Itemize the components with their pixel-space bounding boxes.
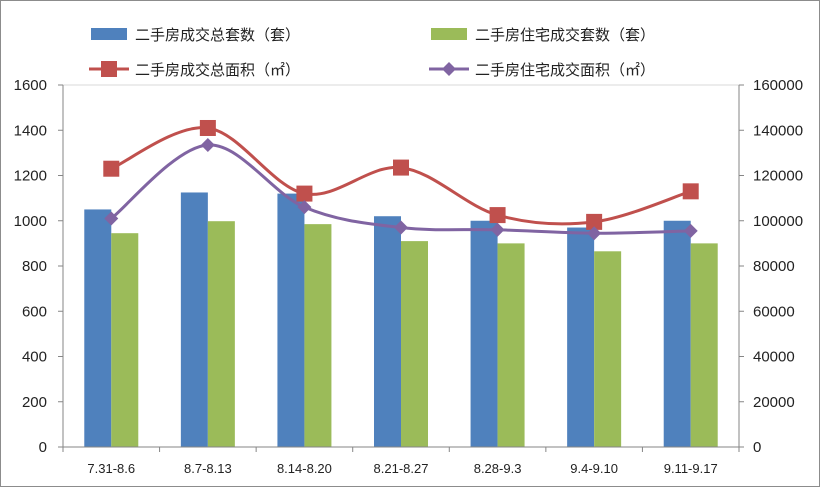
legend-label: 二手房成交总面积（㎡）	[135, 61, 300, 79]
y-right-tick-label: 140000	[753, 122, 803, 139]
bar	[594, 251, 622, 447]
x-tick-label: 7.31-8.6	[87, 461, 135, 476]
y-left-tick-label: 0	[39, 439, 47, 456]
line-marker-diamond	[490, 222, 505, 237]
bar	[180, 192, 208, 447]
x-tick-label: 9.4-9.10	[570, 461, 618, 476]
line-marker-diamond	[104, 211, 119, 226]
legend-label: 二手房成交总套数（套）	[135, 26, 300, 44]
legend-swatch	[91, 28, 127, 40]
y-left-tick-label: 1200	[14, 168, 47, 185]
x-tick-label: 8.7-8.13	[184, 461, 232, 476]
y-left-tick-label: 600	[22, 303, 47, 320]
line-marker-square	[682, 183, 699, 200]
y-right-tick-label: 20000	[753, 394, 795, 411]
bar	[277, 193, 305, 447]
x-tick-label: 8.21-8.27	[374, 461, 429, 476]
y-left-tick-label: 200	[22, 394, 47, 411]
line-marker-square	[296, 185, 313, 202]
bar	[401, 241, 428, 447]
y-right-tick-label: 40000	[753, 349, 795, 366]
legend-label: 二手房住宅成交面积（㎡）	[475, 61, 655, 79]
bar	[374, 216, 401, 447]
line-marker-diamond	[442, 62, 456, 76]
lines-layer	[103, 119, 699, 241]
y-right-tick-label: 60000	[753, 303, 795, 320]
bar	[111, 233, 139, 447]
line-marker-diamond	[587, 226, 602, 241]
line-marker-diamond	[394, 220, 408, 235]
bar	[84, 209, 112, 447]
x-tick-label: 8.28-9.3	[474, 461, 522, 476]
line-marker-square	[101, 61, 117, 77]
x-tick-label: 8.14-8.20	[277, 461, 332, 476]
y-left-tick-label: 1600	[14, 77, 47, 94]
line-marker-square	[586, 213, 603, 230]
y-left-tick-label: 1400	[14, 122, 47, 139]
x-tick-label: 9.11-9.17	[664, 461, 718, 476]
bar	[207, 221, 235, 447]
bar	[690, 243, 718, 447]
line-marker-square	[489, 207, 506, 224]
line-marker-square	[103, 160, 120, 177]
bar	[497, 243, 525, 447]
legend-label: 二手房住宅成交套数（套）	[475, 26, 655, 44]
axes-layer: 0 200 400 600 800 1000 1200 1400 1600 0 20000 40000…	[14, 77, 803, 476]
legend: 二手房成交总套数（套） 二手房住宅成交套数（套） 二手房成交总面积（㎡） 二手房住宅成…	[89, 26, 655, 79]
y-left-tick-label: 1000	[14, 213, 47, 230]
y-right-tick-label: 120000	[753, 168, 803, 185]
y-right-tick-label: 0	[753, 439, 761, 456]
line-marker-square	[393, 159, 409, 176]
y-left-tick-label: 400	[22, 349, 47, 366]
bar	[470, 220, 498, 447]
y-right-tick-label: 100000	[753, 213, 803, 230]
line-marker-diamond	[200, 137, 215, 152]
bars-layer	[84, 192, 718, 447]
line-marker-square	[199, 119, 216, 136]
bar	[567, 227, 595, 447]
y-right-tick-label: 80000	[753, 258, 795, 275]
bar	[304, 224, 332, 447]
y-left-tick-label: 800	[22, 258, 47, 275]
bar	[663, 220, 691, 447]
line-marker-diamond	[297, 200, 312, 215]
legend-swatch	[431, 28, 467, 40]
line-marker-diamond	[683, 223, 698, 238]
y-right-tick-label: 160000	[753, 77, 803, 94]
